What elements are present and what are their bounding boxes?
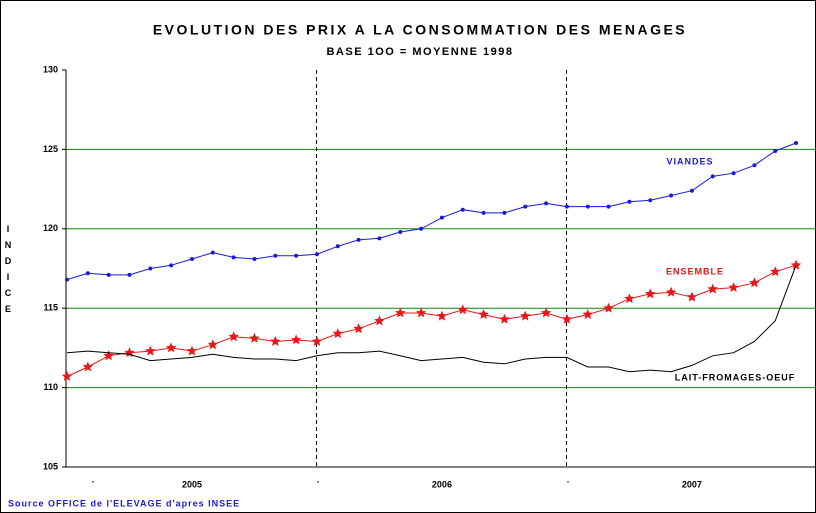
point: [249, 332, 260, 343]
point: [189, 256, 194, 261]
point: [207, 339, 218, 350]
point: [353, 323, 364, 334]
series-label: ENSEMBLE: [666, 266, 724, 276]
point: [478, 309, 489, 319]
point: [314, 252, 319, 257]
point: [124, 347, 135, 358]
y-tick-label: 120: [43, 223, 58, 233]
point: [689, 188, 694, 193]
point: [165, 342, 177, 353]
point: [707, 283, 718, 294]
point: [436, 310, 448, 321]
y-tick-label: 110: [43, 382, 58, 392]
y-tick-label: 115: [43, 303, 58, 313]
point: [585, 204, 590, 209]
chart-subtitle: BASE 1OO = MOYENNE 1998: [326, 46, 513, 58]
point: [794, 141, 799, 146]
period-mark: .: [567, 474, 570, 484]
y-tick-label: 105: [43, 461, 58, 471]
point: [103, 350, 114, 361]
point: [85, 271, 90, 276]
point: [669, 193, 674, 198]
period-mark: .: [92, 474, 95, 484]
y-tick-label: 130: [43, 64, 58, 74]
point: [561, 313, 573, 324]
point: [523, 204, 528, 209]
point: [710, 174, 715, 179]
point: [270, 336, 281, 346]
point: [374, 315, 385, 326]
source-note: Source OFFICE de l'ELEVAGE d'apres INSEE: [8, 498, 240, 508]
point: [231, 255, 236, 260]
point: [415, 307, 427, 318]
point: [210, 250, 215, 255]
series-label: VIANDES: [666, 156, 713, 166]
point: [148, 266, 153, 271]
point: [106, 272, 111, 277]
point: [603, 302, 614, 313]
point: [749, 277, 760, 288]
point: [499, 313, 510, 324]
point: [544, 201, 549, 206]
series-line: [66, 142, 797, 281]
chart-title: EVOLUTION DES PRIX A LA CONSOMMATION DES…: [153, 22, 687, 38]
point: [481, 210, 486, 215]
x-tick-label: 2005: [182, 479, 202, 489]
y-tick-label: 125: [43, 144, 58, 154]
point: [311, 336, 323, 346]
x-tick-label: 2006: [432, 479, 452, 489]
point: [790, 259, 802, 270]
point: [61, 371, 73, 381]
point: [294, 253, 299, 258]
point: [290, 334, 302, 345]
point: [395, 307, 406, 318]
point: [731, 171, 736, 176]
point: [169, 263, 174, 268]
period-mark: .: [317, 474, 320, 484]
point: [728, 282, 739, 292]
point: [502, 210, 507, 215]
series-label: LAIT-FROMAGES-OEUF: [675, 372, 796, 382]
point: [419, 226, 424, 231]
point: [773, 148, 778, 153]
point: [377, 236, 382, 241]
point: [186, 345, 198, 356]
point: [627, 199, 632, 204]
point: [648, 198, 653, 203]
point: [332, 328, 343, 339]
point: [665, 286, 677, 297]
point: [752, 163, 757, 168]
point: [582, 309, 593, 319]
x-tick-label: 2007: [682, 479, 702, 489]
point: [460, 207, 465, 212]
point: [335, 244, 340, 249]
point: [439, 215, 444, 220]
point: [356, 237, 361, 242]
point: [624, 293, 635, 304]
point: [606, 204, 611, 209]
point: [457, 304, 468, 315]
point: [540, 307, 552, 318]
point: [645, 288, 656, 299]
point: [520, 310, 531, 321]
point: [145, 345, 156, 356]
point: [127, 272, 132, 277]
point: [65, 277, 69, 282]
point: [273, 253, 278, 258]
point: [398, 229, 403, 234]
point: [686, 291, 698, 302]
series-line: [66, 265, 797, 373]
point: [82, 361, 94, 372]
point: [252, 256, 257, 261]
point: [770, 266, 781, 277]
point: [564, 204, 569, 209]
point: [228, 331, 239, 342]
